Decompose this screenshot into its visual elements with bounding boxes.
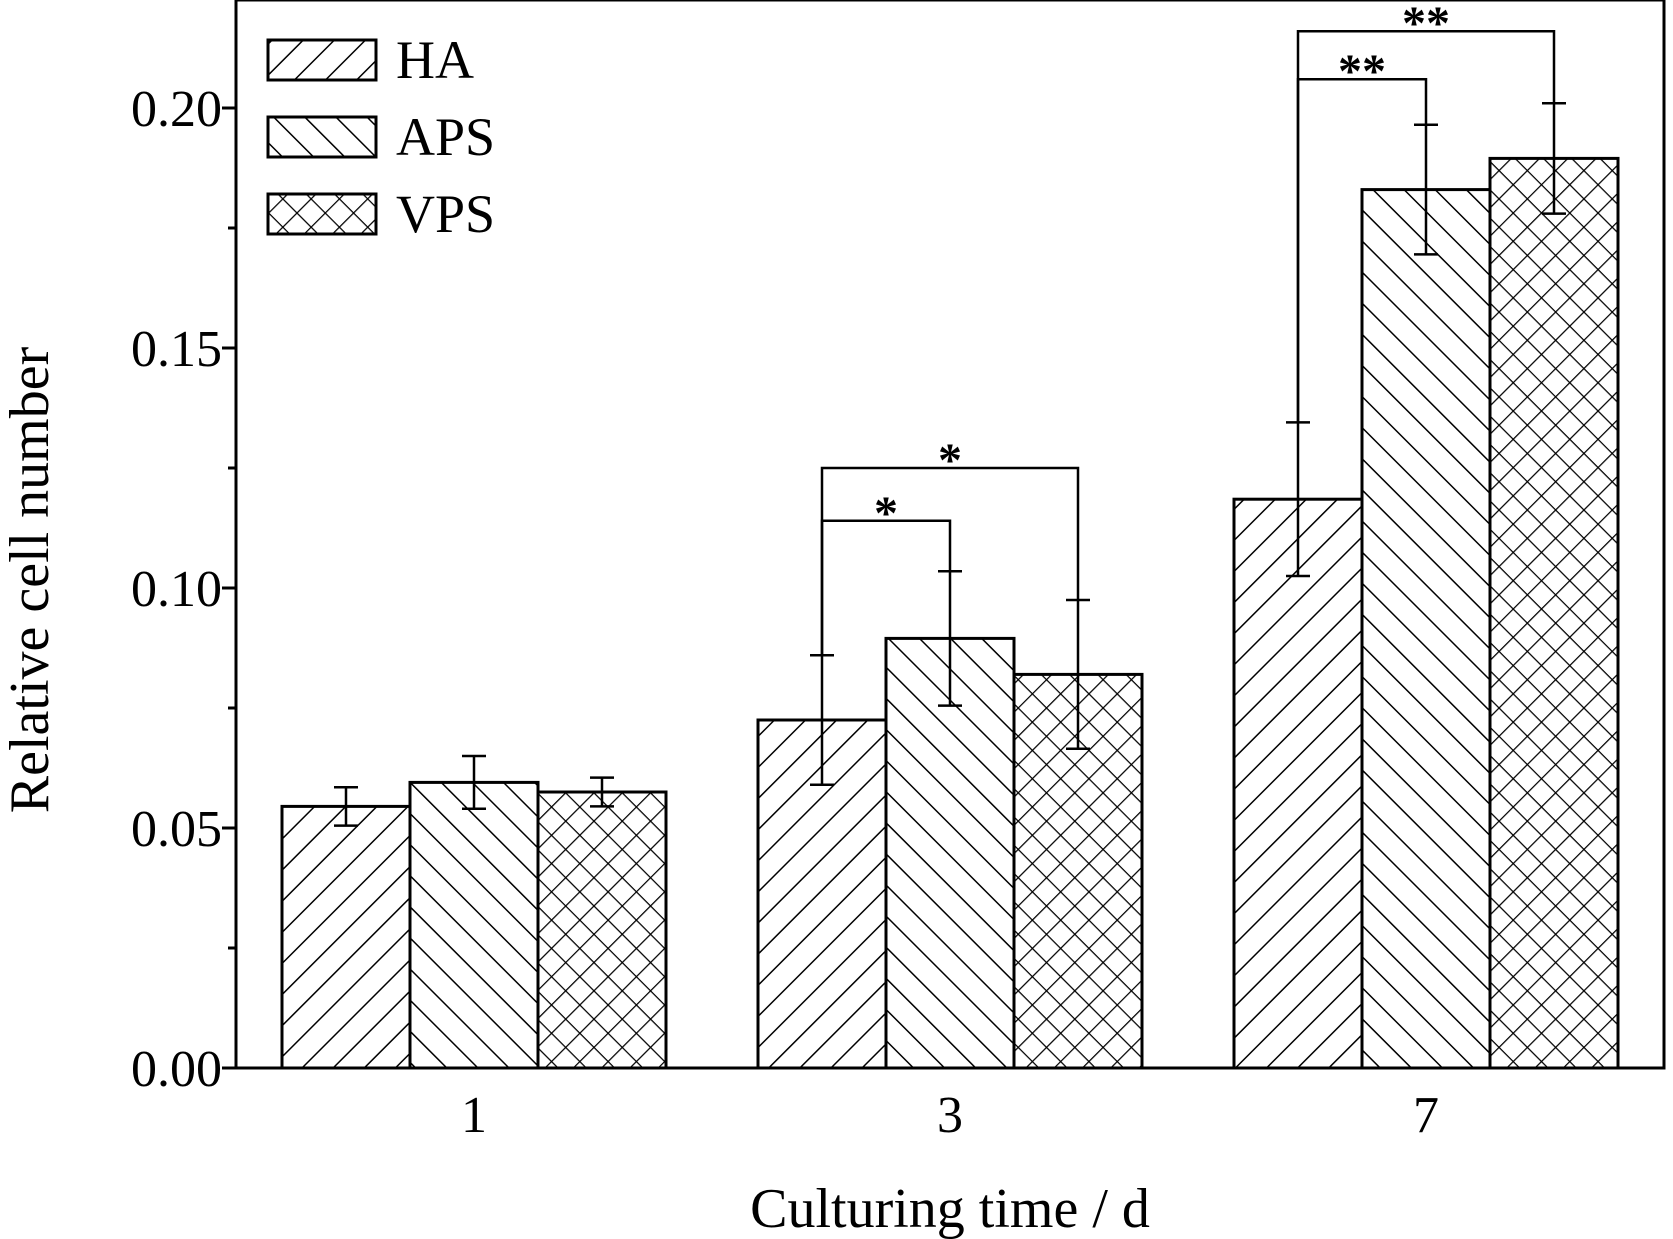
x-tick-label: 1: [461, 1087, 487, 1144]
y-tick-label: 0.10: [131, 561, 222, 618]
legend-label-aps: APS: [396, 107, 495, 167]
bar-aps-1: [408, 780, 540, 1070]
bar-ha-1: [280, 804, 412, 1070]
significance-label: *: [938, 434, 962, 487]
bar-vps-1: [536, 790, 668, 1070]
significance-label: **: [1338, 45, 1386, 98]
x-tick-label: 3: [937, 1087, 963, 1144]
y-tick-label: 0.15: [131, 321, 222, 378]
bar-ha-7: [1232, 497, 1364, 1070]
x-axis-title: Culturing time / d: [750, 1178, 1150, 1239]
significance-bracket: [1296, 29, 1556, 423]
bar-aps-7: [1360, 188, 1492, 1070]
significance-label: **: [1402, 0, 1450, 50]
legend: HA APS VPS: [266, 30, 495, 244]
significance-layer: ******: [820, 0, 1556, 656]
legend-swatch-ha: [266, 38, 378, 82]
y-axis-title: Relative cell number: [0, 346, 61, 813]
y-tick-label: 0.00: [131, 1041, 222, 1098]
significance-label: *: [874, 487, 898, 540]
legend-swatch-aps: [266, 115, 378, 159]
legend-label-ha: HA: [396, 30, 474, 90]
bar-aps-3: [884, 636, 1016, 1070]
x-axis: 1 3 7: [461, 1056, 1439, 1144]
significance-bracket: [820, 466, 1080, 656]
y-tick-label: 0.20: [131, 81, 222, 138]
x-tick-label: 7: [1413, 1087, 1439, 1144]
y-axis: 0.00 0.05 0.10 0.15 0.20: [131, 81, 236, 1098]
legend-label-vps: VPS: [396, 184, 495, 244]
significance-bracket: [820, 519, 952, 656]
bars-layer: [280, 156, 1620, 1070]
y-tick-label: 0.05: [131, 801, 222, 858]
legend-swatch-vps: [266, 192, 378, 236]
bar-vps-7: [1488, 156, 1620, 1070]
